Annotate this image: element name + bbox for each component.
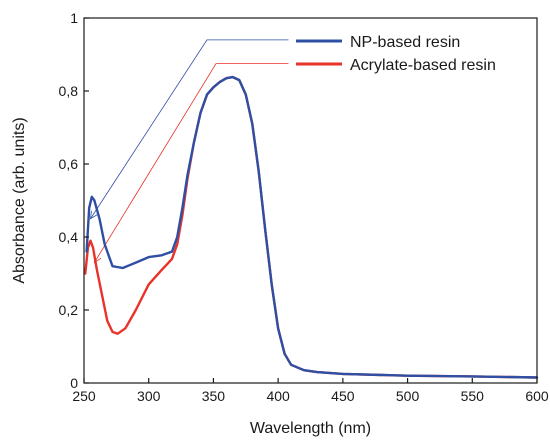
legend: NP-based resin Acrylate-based resin <box>296 34 496 74</box>
x-tick-label: 450 <box>331 388 355 404</box>
legend-label-acrylate-based-resin: Acrylate-based resin <box>350 57 496 74</box>
x-axis-title: Wavelength (nm) <box>250 420 371 437</box>
y-tick-label: 1 <box>70 10 78 26</box>
x-tick-label: 550 <box>461 388 485 404</box>
y-tick-label: 0 <box>70 375 78 391</box>
legend-label-np-based-resin: NP-based resin <box>350 34 460 51</box>
annotation-arrow-acrylate-based-resin <box>94 63 289 263</box>
axis-ticks <box>83 17 538 384</box>
y-tick-label: 0,6 <box>59 156 79 172</box>
series-line-np-based-resin <box>85 75 539 379</box>
x-tick-label: 600 <box>525 388 549 404</box>
x-tick-label: 250 <box>72 388 96 404</box>
tick-labels: 250 300 350 400 450 500 550 600 0 0,2 0,4 0,6 0,8 1 <box>59 10 549 404</box>
y-tick-label: 0,2 <box>59 302 79 318</box>
x-tick-label: 500 <box>396 388 420 404</box>
y-tick-label: 0,4 <box>59 229 79 245</box>
annotation-arrow-np-based-resin <box>90 39 289 219</box>
annotation-arrow-np-based-resin-head <box>89 210 98 220</box>
plot-frame <box>83 17 538 384</box>
series-lines <box>84 75 539 379</box>
x-tick-label: 350 <box>202 388 226 404</box>
x-tick-label: 300 <box>137 388 161 404</box>
y-tick-label: 0,8 <box>59 83 79 99</box>
annotation-arrows <box>89 39 289 264</box>
x-tick-label: 400 <box>266 388 290 404</box>
y-axis-title: Absorbance (arb. units) <box>11 117 28 283</box>
